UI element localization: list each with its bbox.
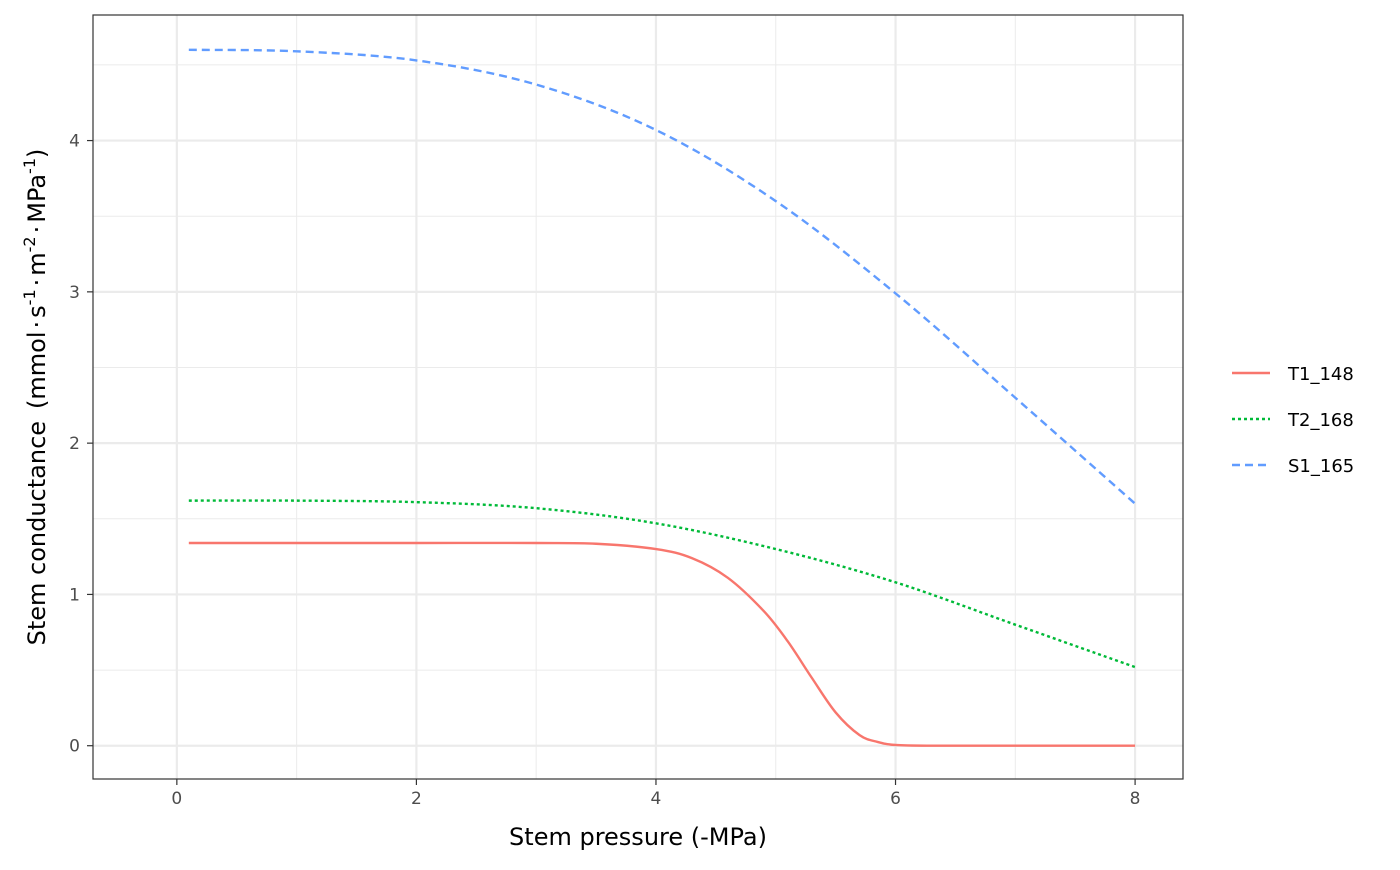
series-line-S1_165 [188, 48, 1136, 505]
y-axis-unit-dot: · [23, 279, 51, 287]
series-lines [188, 48, 1136, 747]
axes: 0 2 4 6 8 0 1 2 3 4 [69, 132, 1140, 809]
y-axis-unit-m-exp: -2 [20, 236, 39, 252]
y-axis-unit-s-exp: -1 [20, 289, 39, 305]
y-axis-unit-mpa: MPa [23, 174, 51, 223]
legend-label-T2_168: T2_168 [1287, 410, 1354, 431]
y-tick-label: 0 [69, 737, 80, 757]
y-axis-unit-close: ) [23, 149, 51, 158]
legend: T1_148 T2_168 S1_165 [1232, 364, 1354, 477]
x-tick-label: 8 [1130, 789, 1141, 809]
x-tick-label: 4 [651, 789, 662, 809]
y-axis-unit-open: (mmol [23, 331, 51, 408]
y-tick-label: 2 [69, 434, 80, 454]
y-tick-label: 3 [69, 283, 80, 303]
y-axis-title-main: Stem conductance [23, 421, 51, 645]
series-line-T1_148 [188, 541, 1136, 747]
y-axis-unit-dot: · [23, 321, 51, 329]
y-axis-unit-s: s [23, 305, 51, 318]
panel-border [92, 14, 1184, 780]
y-axis-unit-mpa-exp: -1 [20, 158, 39, 174]
y-tick-label: 1 [69, 585, 80, 605]
y-axis-unit-dot: · [23, 226, 51, 234]
x-axis-title: Stem pressure (-MPa) [509, 823, 767, 851]
y-tick-label: 4 [69, 132, 80, 152]
grid [93, 15, 1183, 779]
series-line-T2_168 [188, 499, 1136, 669]
legend-label-T1_148: T1_148 [1287, 364, 1354, 385]
y-axis-title: Stem conductance(mmol·s-1·m-2·MPa-1) [20, 149, 51, 646]
x-tick-label: 2 [411, 789, 422, 809]
x-tick-label: 6 [890, 789, 901, 809]
x-tick-label: 0 [171, 789, 182, 809]
y-axis-unit-m: m [23, 252, 51, 275]
legend-label-S1_165: S1_165 [1288, 456, 1354, 477]
